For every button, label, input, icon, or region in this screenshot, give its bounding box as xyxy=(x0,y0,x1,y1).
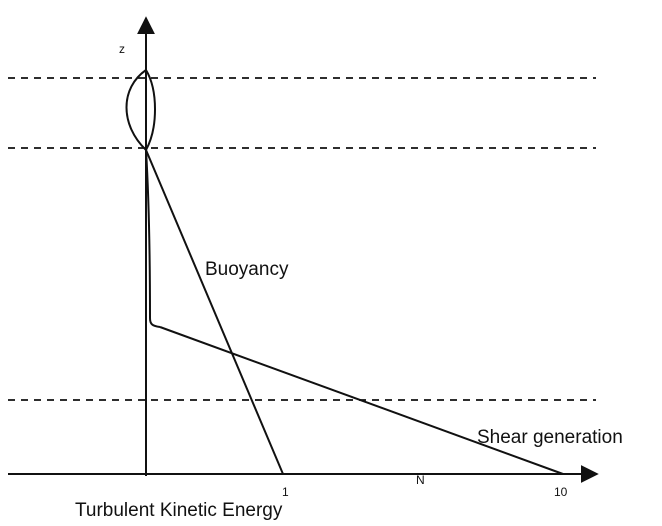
tick-label-1: 1 xyxy=(282,485,289,499)
y-axis-label: z xyxy=(119,42,125,56)
shear-generation-label: Shear generation xyxy=(477,427,623,448)
buoyancy-curve xyxy=(145,149,284,475)
shear-generation-curve xyxy=(159,326,564,475)
x-axis-label: Turbulent Kinetic Energy xyxy=(75,500,283,521)
buoyancy-label: Buoyancy xyxy=(205,259,289,280)
n-label: N xyxy=(416,473,425,487)
tick-label-10: 10 xyxy=(554,485,568,499)
near-axis-profile xyxy=(145,149,161,328)
upper-lens-curve xyxy=(125,68,156,152)
